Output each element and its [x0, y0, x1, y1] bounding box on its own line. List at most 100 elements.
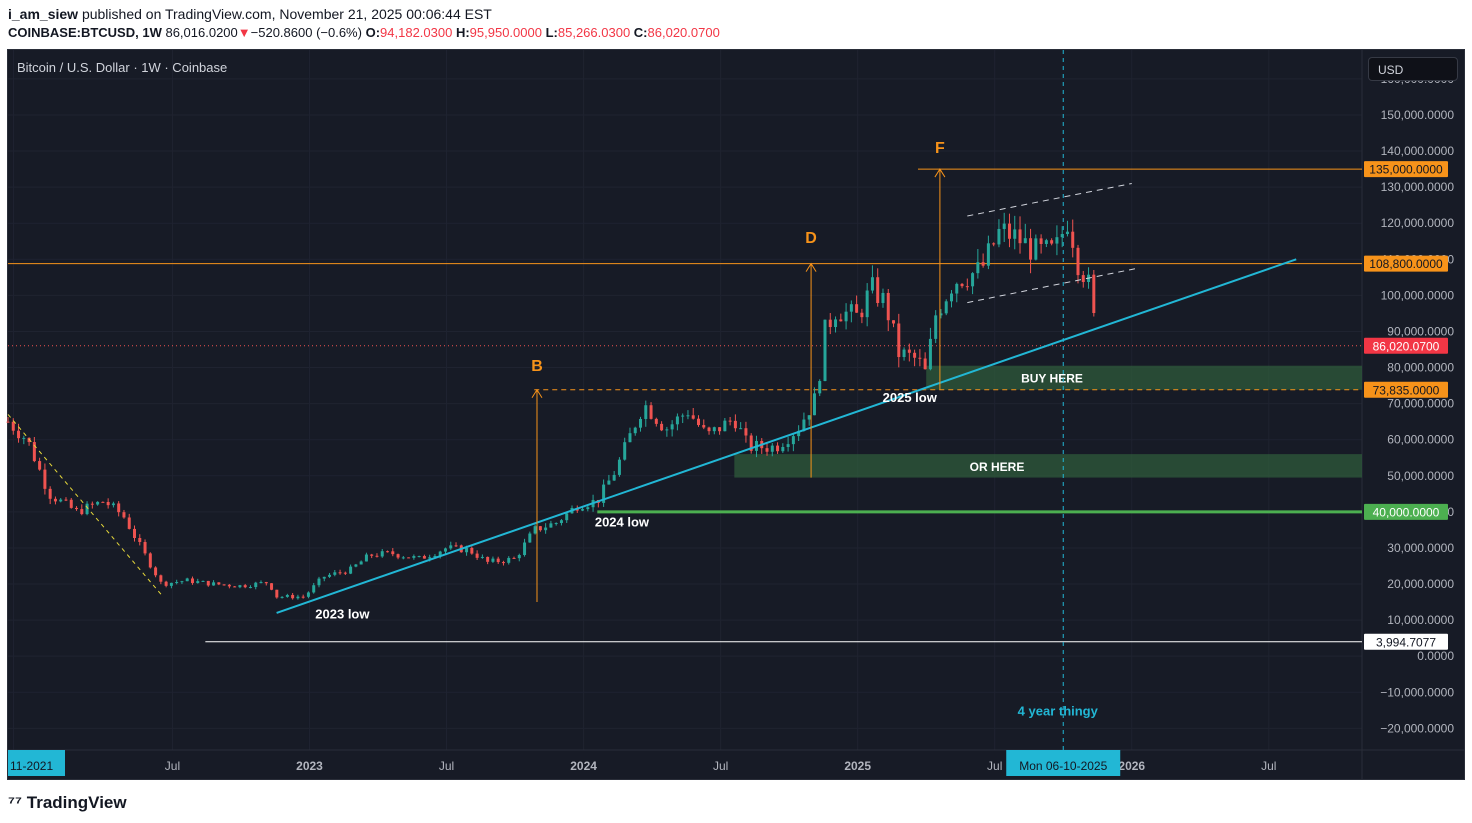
candle-body	[212, 582, 216, 586]
candle-body	[586, 507, 590, 510]
measure-arrow-head	[531, 388, 543, 399]
symbol[interactable]: COINBASE:BTCUSD, 1W	[8, 25, 162, 40]
y-tick-label: 60,000.0000	[1387, 433, 1454, 447]
candle-body	[433, 555, 437, 558]
candle-body	[401, 557, 405, 559]
candle-body	[85, 503, 89, 515]
candle-body	[106, 501, 110, 506]
downtrend-line[interactable]	[7, 414, 162, 596]
annotation-label: 4 year thingy	[1018, 704, 1099, 719]
candle-body	[1071, 231, 1075, 248]
wave-label: D	[805, 230, 817, 247]
zone-label: OR HERE	[970, 460, 1025, 474]
candle-body	[639, 418, 643, 428]
candle-body	[43, 469, 47, 489]
candle-body	[633, 427, 637, 434]
candle-body	[1034, 238, 1038, 260]
low-price-tag-bg	[1364, 633, 1448, 650]
candle-body	[175, 582, 179, 584]
candle-body	[159, 575, 163, 582]
measure-arrow-head	[934, 168, 946, 178]
author[interactable]: i_am_siew	[8, 6, 79, 22]
candle-body	[396, 554, 400, 558]
x-tick-label: Jul	[987, 759, 1002, 773]
candle-body	[728, 420, 732, 422]
candle-body	[712, 427, 716, 432]
x-tick-label: Jul	[713, 759, 728, 773]
candle-body	[807, 415, 811, 420]
candle-body	[122, 512, 126, 518]
candle-body	[491, 558, 495, 562]
candle-body	[607, 480, 611, 485]
candle-body	[559, 520, 563, 524]
candle-body	[407, 557, 411, 559]
y-tick-label: 50,000.0000	[1387, 469, 1454, 483]
annotation-label: 2023 low	[315, 606, 370, 621]
y-tick-label: 130,000.0000	[1381, 180, 1455, 194]
trendline[interactable]	[276, 258, 1297, 614]
candle-body	[1029, 238, 1033, 260]
candle-body	[1081, 275, 1085, 282]
candle-body	[818, 381, 822, 394]
resistance-price-tag: 108,800.0000	[1369, 257, 1443, 271]
candle-body	[127, 517, 131, 529]
y-tick-label: −20,000.0000	[1380, 721, 1454, 735]
candle-body	[955, 283, 959, 294]
candle-body	[517, 555, 521, 559]
candle-body	[17, 430, 21, 439]
target-price-tag: 135,000.0000	[1369, 163, 1443, 177]
candle-body	[660, 423, 664, 431]
candle-body	[918, 357, 922, 359]
candle-body	[143, 541, 147, 554]
candle-body	[770, 445, 774, 452]
low-price-tag: 3,994.7077	[1376, 635, 1436, 649]
open-label: O:	[365, 25, 381, 40]
candle-body	[765, 448, 769, 452]
candle-body	[976, 262, 980, 274]
candle-body	[665, 429, 669, 431]
header: i_am_siew published on TradingView.com, …	[0, 0, 1472, 48]
candle-body	[986, 243, 990, 266]
candle-body	[180, 581, 184, 583]
high-label: H:	[455, 25, 470, 40]
wave-label: F	[935, 140, 945, 157]
tradingview-logo[interactable]: ⁷⁷ TradingView	[8, 793, 127, 813]
down-triangle-icon: ▼	[237, 25, 251, 40]
wave-label: B	[531, 358, 543, 375]
target-price-tag-bg	[1364, 161, 1448, 178]
candle-body	[291, 594, 295, 599]
currency-button[interactable]: USD	[1368, 57, 1458, 81]
candle-body	[338, 572, 342, 574]
candle-body	[844, 311, 848, 322]
candle-body	[254, 582, 258, 588]
candle-body	[417, 556, 421, 558]
y-tick-label: 0.0000	[1417, 649, 1454, 663]
measure-arrow-head	[805, 262, 817, 272]
candle-body	[1055, 237, 1059, 244]
brand-name: TradingView	[26, 793, 127, 812]
candle-body	[802, 419, 806, 431]
candle-body	[1076, 247, 1080, 276]
candle-body	[6, 421, 10, 423]
candle-body	[670, 424, 674, 430]
candle-body	[312, 585, 316, 593]
candle-body	[1092, 274, 1096, 314]
chart-pane[interactable]	[7, 49, 1465, 780]
annotation-label: 2025 low	[883, 390, 938, 405]
candle-body	[965, 286, 969, 288]
candle-body	[554, 523, 558, 525]
candle-body	[364, 554, 368, 562]
x-tick-label: 2023	[296, 759, 323, 773]
channel-lower[interactable]	[967, 267, 1138, 304]
candle-body	[934, 315, 938, 339]
candle-body	[233, 586, 237, 588]
y-tick-label: 30,000.0000	[1387, 541, 1454, 555]
candle-body	[849, 304, 853, 312]
channel-upper[interactable]	[967, 183, 1132, 217]
candle-body	[238, 585, 242, 588]
candle-body	[507, 557, 511, 563]
open-value: 94,182.0300	[380, 25, 453, 40]
candle-body	[623, 442, 627, 460]
low-label: L:	[545, 25, 558, 40]
